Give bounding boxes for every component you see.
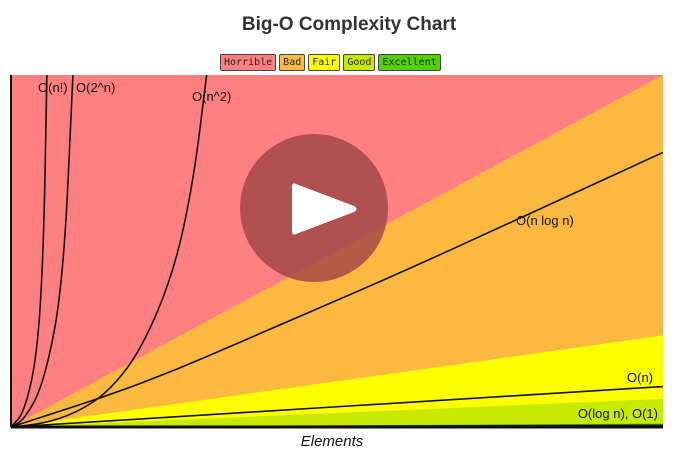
legend-good: Good bbox=[343, 54, 376, 71]
curve-log-n-1 bbox=[10, 424, 664, 428]
label-n: O(n) bbox=[627, 370, 653, 385]
region-fair bbox=[11, 335, 663, 427]
curve-n-log-n bbox=[10, 151, 664, 428]
legend-fair: Fair bbox=[308, 54, 341, 71]
curve-n bbox=[10, 385, 664, 428]
curve-n-factorial bbox=[10, 74, 48, 428]
label-n-factorial: O(n!) bbox=[38, 80, 68, 95]
legend-horrible: Horrible bbox=[220, 54, 277, 71]
curve-n-squared bbox=[10, 74, 208, 428]
play-icon bbox=[292, 183, 357, 235]
chart-legend: Horrible Bad Fair Good Excellent bbox=[220, 54, 441, 71]
label-log-n-1: O(log n), O(1) bbox=[578, 406, 658, 421]
region-good bbox=[11, 398, 663, 427]
legend-bad: Bad bbox=[279, 54, 306, 71]
chart-title: Big-O Complexity Chart bbox=[241, 14, 457, 35]
play-button[interactable]: Play video bbox=[240, 134, 388, 282]
label-n-log-n: O(n log n) bbox=[516, 213, 574, 228]
legend-excellent: Excellent bbox=[378, 54, 441, 71]
label-2-pow-n: O(2^n) bbox=[76, 80, 115, 95]
x-axis-label: Elements bbox=[300, 433, 364, 450]
label-n-squared: O(n^2) bbox=[192, 89, 231, 104]
curve-2-pow-n bbox=[10, 74, 74, 428]
